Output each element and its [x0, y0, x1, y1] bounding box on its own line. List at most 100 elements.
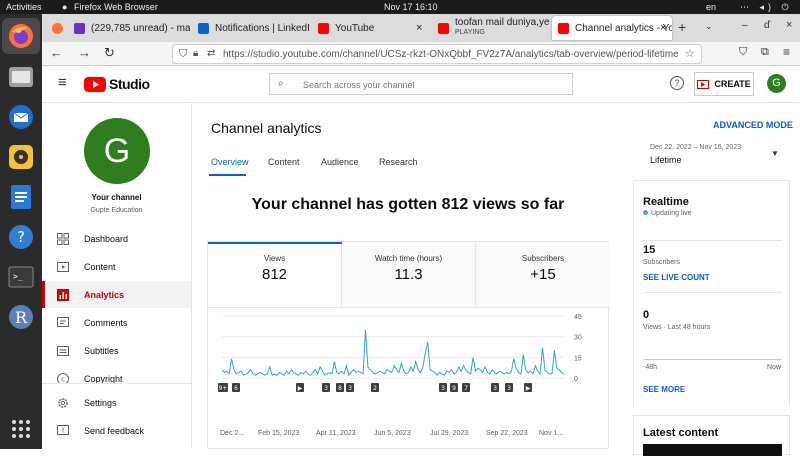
close-window-icon[interactable]: ×: [786, 19, 793, 31]
files-icon[interactable]: [6, 62, 36, 92]
system-tray-icons[interactable]: ⋯ ◂) ⏻: [740, 2, 793, 12]
shield-icon[interactable]: ⛉: [179, 48, 188, 60]
tab-mail[interactable]: (229,785 unread) - ma: [68, 16, 190, 40]
sidebar-item-content[interactable]: Content: [42, 253, 191, 280]
tab-playing-label: PLAYING: [455, 29, 485, 36]
sidebar-item-dashboard[interactable]: Dashboard: [42, 225, 191, 252]
thunderbird-icon[interactable]: [6, 102, 36, 132]
sidebar-item-subtitles[interactable]: Subtitles: [42, 337, 191, 364]
sidebar-item-settings[interactable]: Settings: [42, 389, 191, 416]
help-icon[interactable]: ?: [670, 76, 684, 90]
realtime-axis-line: [643, 359, 782, 360]
search-icon: ⌕: [278, 78, 284, 89]
channel-title: Your channel: [91, 193, 142, 202]
reload-icon[interactable]: ↻: [104, 45, 115, 60]
date-range-picker[interactable]: Dec 22, 2022 – Nov 16, 2023 Lifetime ▼: [650, 143, 790, 169]
metric-subscribers[interactable]: Subscribers +15: [476, 242, 610, 308]
browser-tab-bar: (229,785 unread) - ma Notifications | Li…: [42, 14, 800, 42]
tab-close-icon[interactable]: ×: [416, 22, 423, 34]
sidebar-item-comments[interactable]: Comments: [42, 309, 191, 336]
tab-audience[interactable]: Audience: [321, 157, 359, 167]
svg-text:c: c: [61, 375, 65, 383]
metric-views[interactable]: Views 812: [208, 242, 342, 308]
tab-close-icon[interactable]: ×: [660, 22, 667, 34]
realtime-subs-value: 15: [643, 244, 656, 256]
permissions-icon[interactable]: ⇄: [207, 48, 216, 59]
minimize-icon[interactable]: –: [742, 20, 748, 31]
restore-icon[interactable]: ď: [764, 20, 771, 31]
extensions-icon[interactable]: ⧉: [761, 46, 769, 58]
terminal-icon[interactable]: >_: [6, 262, 36, 292]
create-button[interactable]: CREATE: [694, 72, 754, 96]
tab-list-icon[interactable]: ⌄: [705, 21, 713, 31]
upload-marker: [336, 383, 344, 392]
app-menu[interactable]: ● Firefox Web Browser: [62, 2, 158, 12]
metric-watch-time[interactable]: Watch time (hours) 11.3: [342, 242, 476, 308]
libreoffice-writer-icon[interactable]: [6, 182, 36, 212]
y-tick-label: 45: [574, 314, 582, 321]
language-indicator[interactable]: en: [706, 2, 717, 12]
see-more-link[interactable]: SEE MORE: [643, 385, 685, 394]
app-name: Firefox Web Browser: [73, 2, 158, 12]
channel-avatar[interactable]: G: [84, 118, 150, 184]
dock: ? >_ R: [0, 14, 42, 449]
search-input[interactable]: Search across your channel: [303, 80, 415, 90]
active-tab-indicator: [209, 174, 246, 176]
see-live-count-link[interactable]: SEE LIVE COUNT: [643, 273, 710, 282]
divider: [643, 292, 782, 293]
sidebar-item-analytics[interactable]: Analytics: [42, 281, 191, 308]
pocket-icon[interactable]: ⛉: [739, 46, 748, 58]
tab-youtube[interactable]: YouTube ×: [312, 16, 430, 40]
help-icon[interactable]: ?: [6, 222, 36, 252]
svg-text:?: ?: [17, 228, 25, 246]
realtime-subs-label: Subscribers: [643, 259, 680, 266]
account-avatar[interactable]: G: [767, 74, 786, 93]
tab-research[interactable]: Research: [379, 157, 418, 167]
tab-channel-analytics[interactable]: Channel analytics - You ×: [552, 16, 672, 40]
metric-label: Views: [263, 254, 286, 263]
linkedin-icon: [198, 22, 209, 34]
advanced-mode-link[interactable]: ADVANCED MODE: [713, 120, 793, 130]
hamburger-menu-icon[interactable]: ≡: [58, 74, 67, 91]
tab-linkedin[interactable]: Notifications | LinkedIn: [192, 16, 310, 40]
url-text[interactable]: https://studio.youtube.com/channel/UCSz-…: [223, 49, 679, 60]
studio-sidebar: G Your channel Gupte Education Dashboard…: [42, 103, 192, 449]
x-tick-label: Apr 11, 2023: [316, 430, 356, 437]
studio-header: ≡ Studio ⌕ Search across your channel ? …: [42, 66, 800, 103]
show-apps-icon[interactable]: [6, 414, 36, 444]
latest-video-thumbnail[interactable]: [643, 444, 782, 456]
tab-content[interactable]: Content: [268, 157, 300, 167]
gear-icon: [58, 397, 68, 408]
url-bar[interactable]: ⛉ 🔒︎ ⇄ https://studio.youtube.com/channe…: [172, 44, 702, 64]
clock[interactable]: Nov 17 16:10: [384, 2, 438, 12]
sidebar-item-label: Dashboard: [84, 233, 129, 244]
activities-button[interactable]: Activities: [6, 2, 42, 12]
comments-icon: [57, 316, 69, 327]
sidebar-item-send-feedback[interactable]: Send feedback: [42, 417, 191, 444]
svg-text:R: R: [15, 308, 28, 327]
lock-icon[interactable]: 🔒︎: [193, 48, 199, 59]
search-bar[interactable]: ⌕ Search across your channel: [269, 73, 573, 95]
tab-playing[interactable]: toofan mail duniya,ye PLAYING: [432, 16, 550, 40]
tab-label: toofan mail duniya,ye: [455, 17, 550, 28]
tab-label: (229,785 unread) - ma: [91, 22, 190, 34]
forward-icon[interactable]: →: [78, 45, 91, 60]
upload-marker: [296, 383, 304, 392]
browser-nav-bar: ← → ↻ ⛉ 🔒︎ ⇄ https://studio.youtube.com/…: [42, 42, 800, 66]
sidebar-item-label: Copyright: [84, 373, 123, 384]
realtime-axis-left: -48h: [643, 364, 658, 371]
upload-marker-label: 2: [373, 385, 377, 392]
rhythmbox-icon[interactable]: [6, 142, 36, 172]
youtube-logo-icon: [84, 76, 106, 92]
menu-icon[interactable]: ≡: [783, 45, 791, 59]
bookmark-star-icon[interactable]: ☆: [685, 48, 695, 60]
r-language-icon[interactable]: R: [6, 302, 36, 332]
latest-content-card: Latest content: [633, 415, 790, 456]
tab-overview[interactable]: Overview: [211, 157, 249, 167]
back-icon[interactable]: ←: [50, 45, 63, 60]
new-tab-icon[interactable]: +: [678, 19, 687, 35]
firefox-view-tab[interactable]: [46, 16, 66, 40]
studio-logo[interactable]: Studio: [84, 76, 150, 92]
firefox-icon[interactable]: [6, 21, 36, 51]
